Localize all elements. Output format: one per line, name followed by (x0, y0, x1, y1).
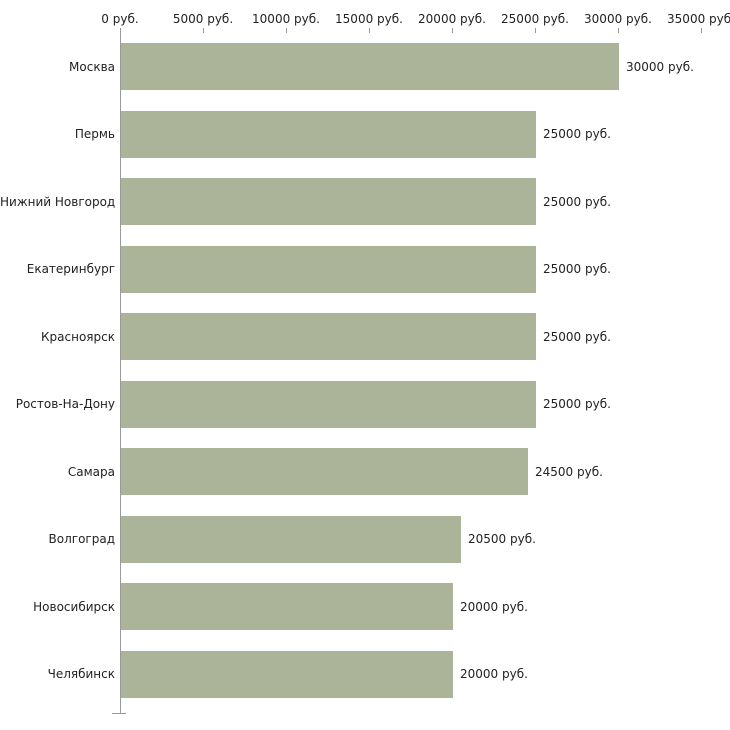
bar (121, 110, 536, 158)
value-label: 30000 руб. (626, 59, 694, 74)
plot-area: Москва 30000 руб. Пермь 25000 руб. Нижний Но… (0, 28, 730, 718)
y-axis-line (120, 28, 121, 714)
bar (121, 515, 461, 563)
category-label: Волгоград (48, 532, 115, 547)
value-label: 25000 руб. (543, 329, 611, 344)
x-axis-labels: 0 руб. 5000 руб. 10000 руб. 15000 руб. 20000… (0, 12, 730, 28)
value-label: 25000 руб. (543, 127, 611, 142)
bar (121, 583, 453, 631)
value-label: 25000 руб. (543, 262, 611, 277)
value-label: 20500 руб. (468, 532, 536, 547)
x-tick-label: 10000 руб. (252, 12, 320, 26)
x-tick-mark (286, 28, 287, 33)
x-tick-mark (618, 28, 619, 33)
chart-row: Новосибирск 20000 руб. (0, 573, 730, 641)
category-label: Самара (67, 464, 115, 479)
x-tick-label: 15000 руб. (335, 12, 403, 26)
chart-row: Нижний Новгород 25000 руб. (0, 168, 730, 236)
category-label: Москва (69, 59, 115, 74)
bar (121, 43, 619, 91)
category-label: Ростов-На-Дону (15, 397, 115, 412)
chart-row: Челябинск 20000 руб. (0, 641, 730, 709)
category-label: Новосибирск (33, 599, 115, 614)
bar (121, 380, 536, 428)
chart-row: Пермь 25000 руб. (0, 101, 730, 169)
value-label: 25000 руб. (543, 397, 611, 412)
x-tick-mark (535, 28, 536, 33)
axis-base-tick (112, 713, 126, 714)
x-tick-mark (369, 28, 370, 33)
x-tick-mark (203, 28, 204, 33)
chart-row: Москва 30000 руб. (0, 33, 730, 101)
chart-row: Красноярск 25000 руб. (0, 303, 730, 371)
bar (121, 178, 536, 226)
value-label: 24500 руб. (535, 464, 603, 479)
category-label: Челябинск (47, 667, 115, 682)
category-label: Красноярск (41, 329, 115, 344)
category-label: Екатеринбург (26, 262, 115, 277)
bar (121, 245, 536, 293)
x-tick-label: 20000 руб. (418, 12, 486, 26)
x-tick-label: 30000 руб. (584, 12, 652, 26)
bar (121, 448, 528, 496)
x-tick-mark (452, 28, 453, 33)
chart-rows: Москва 30000 руб. Пермь 25000 руб. Нижний Но… (0, 33, 730, 708)
value-label: 25000 руб. (543, 194, 611, 209)
category-label: Нижний Новгород (0, 194, 116, 209)
x-tick-label: 0 руб. (101, 12, 139, 26)
bar (121, 313, 536, 361)
value-label: 20000 руб. (460, 667, 528, 682)
value-label: 20000 руб. (460, 599, 528, 614)
x-tick-label: 35000 руб. (667, 12, 730, 26)
chart-row: Самара 24500 руб. (0, 438, 730, 506)
x-tick-label: 25000 руб. (501, 12, 569, 26)
x-tick-mark (120, 28, 121, 33)
chart-row: Ростов-На-Дону 25000 руб. (0, 371, 730, 439)
chart-row: Екатеринбург 25000 руб. (0, 236, 730, 304)
chart-row: Волгоград 20500 руб. (0, 506, 730, 574)
x-tick-mark (701, 28, 702, 33)
bar (121, 650, 453, 698)
x-tick-label: 5000 руб. (172, 12, 234, 26)
category-label: Пермь (74, 127, 115, 142)
